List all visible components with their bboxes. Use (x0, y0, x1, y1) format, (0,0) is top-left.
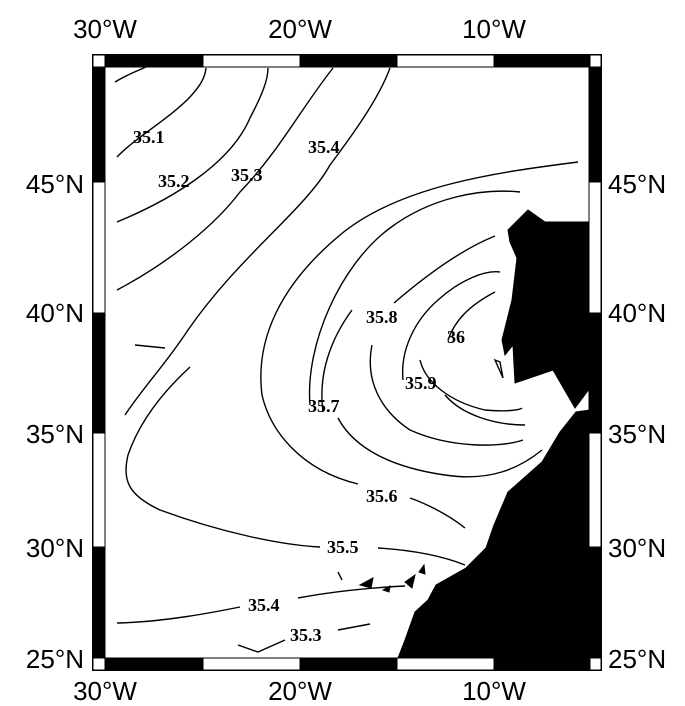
map-border-bars (92, 54, 602, 671)
contour-35-4-south (116, 606, 241, 624)
contour-label: 35.3 (290, 625, 322, 645)
border-bar-segment (588, 657, 602, 671)
contour-label: 35.2 (158, 171, 190, 191)
y-tick-label-right: 25°N (608, 644, 666, 674)
border-bar-segment (104, 657, 204, 671)
border-bar-segment (92, 312, 106, 434)
contour-35-8 (393, 235, 496, 304)
contour-35-5 (377, 547, 466, 566)
border-bar-segment (299, 657, 398, 671)
border-bar-segment (92, 657, 106, 671)
border-bar-segment (396, 657, 495, 671)
y-tick-label-right: 35°N (608, 419, 666, 449)
y-tick-label-left: 35°N (26, 419, 84, 449)
contour-35-9 (401, 271, 501, 381)
border-bar-segment (92, 432, 106, 548)
border-bar-segment (588, 66, 602, 183)
island (358, 577, 374, 589)
y-tick-label-right: 30°N (608, 533, 666, 563)
contour-35-4-south (297, 585, 406, 599)
border-bar-segment (92, 546, 106, 659)
border-bar-segment (92, 181, 106, 314)
contour-35-1 (114, 65, 149, 83)
border-bar-segment (588, 546, 602, 659)
contour-35-7 (308, 190, 521, 406)
x-tick-label-top: 30°W (73, 14, 137, 44)
x-tick-label-bottom: 30°W (73, 676, 137, 706)
contour-label: 36 (447, 327, 465, 347)
border-bar-segment (588, 432, 602, 548)
land-africa (397, 409, 591, 659)
contour-35-9 (444, 394, 526, 426)
border-bar-segment (396, 54, 495, 68)
land-iberia (501, 209, 591, 409)
contour-label: 35.5 (327, 537, 359, 557)
contour-fragment (337, 571, 343, 581)
contour-35-3-south (237, 639, 286, 653)
border-bar-segment (299, 54, 398, 68)
y-tick-label-left: 45°N (26, 169, 84, 199)
island (404, 573, 416, 589)
y-tick-label-right: 40°N (608, 298, 666, 328)
contour-label: 35.3 (231, 165, 263, 185)
contour-35-3 (116, 67, 334, 291)
contour-35-7 (337, 417, 543, 478)
y-tick-label-left: 30°N (26, 533, 84, 563)
contour-label: 35.6 (366, 486, 398, 506)
island (418, 563, 426, 575)
border-bar-segment (588, 181, 602, 314)
x-tick-label-top: 20°W (268, 14, 332, 44)
contour-35-8 (321, 309, 353, 413)
contour-label: 35.9 (405, 373, 437, 393)
contour-small (493, 358, 504, 379)
border-bar-segment (493, 657, 591, 671)
x-tick-label-bottom: 10°W (462, 676, 526, 706)
x-tick-label-bottom: 20°W (268, 676, 332, 706)
contour-35-8 (369, 344, 524, 446)
contour-label: 35.8 (366, 307, 398, 327)
contour-35-6 (260, 161, 579, 485)
x-tick-label-top: 10°W (462, 14, 526, 44)
y-tick-label-left: 25°N (26, 644, 84, 674)
border-bar-segment (493, 54, 591, 68)
contour-35-3-south (337, 623, 371, 631)
contour-label: 35.4 (308, 137, 340, 157)
y-tick-label-left: 40°N (26, 298, 84, 328)
contour-35-6 (409, 497, 466, 529)
contour-35-4 (124, 67, 391, 416)
contour-label: 35.4 (248, 595, 280, 615)
border-bar-segment (588, 312, 602, 434)
y-tick-label-right: 45°N (608, 169, 666, 199)
contour-label: 35.1 (133, 127, 165, 147)
contour-35-1 (116, 67, 207, 158)
border-bar-segment (92, 54, 106, 68)
border-bar-segment (202, 54, 301, 68)
border-bar-segment (104, 54, 204, 68)
contour-label: 35.7 (308, 396, 340, 416)
border-bar-segment (202, 657, 301, 671)
border-bar-segment (588, 54, 602, 68)
contour-36 (419, 359, 523, 412)
contour-35-2 (116, 67, 269, 223)
border-bar-segment (92, 66, 106, 183)
contour-35-5 (134, 344, 166, 349)
contour-36 (447, 291, 496, 341)
contour-35-5 (125, 366, 321, 548)
